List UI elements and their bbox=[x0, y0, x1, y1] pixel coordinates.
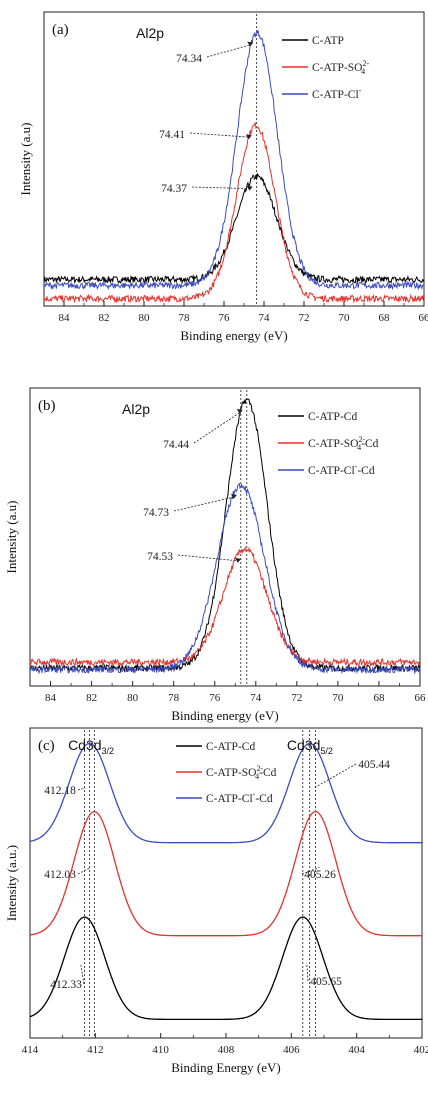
x-tick-label: 74 bbox=[250, 692, 262, 704]
legend-label-3: C-ATP-Cl--Cd bbox=[308, 462, 375, 477]
x-tick-label: 80 bbox=[127, 692, 139, 704]
peak-value-label: 74.44 bbox=[163, 439, 189, 451]
x-tick-label: 410 bbox=[152, 1044, 169, 1056]
panel-title: Al2p bbox=[136, 25, 164, 41]
panel-letter: (c) bbox=[38, 738, 55, 754]
annotation-arrow bbox=[177, 554, 239, 562]
x-tick-label: 72 bbox=[291, 692, 302, 704]
x-tick-label: 72 bbox=[299, 312, 310, 324]
x-tick-label: 84 bbox=[59, 312, 71, 324]
legend-label-1: C-ATP bbox=[312, 35, 344, 47]
x-tick-label: 68 bbox=[379, 312, 391, 324]
series-line-2 bbox=[29, 811, 422, 937]
annotation-arrow bbox=[306, 963, 309, 982]
peak-value-label: 412.03 bbox=[44, 869, 76, 881]
y-axis-label: Intensity (a.u.) bbox=[4, 845, 19, 921]
series-line-2 bbox=[43, 122, 425, 304]
arrow-head bbox=[245, 134, 252, 140]
plot-frame bbox=[43, 11, 425, 307]
x-tick-label: 84 bbox=[45, 692, 57, 704]
series-line-2 bbox=[29, 546, 421, 667]
peak-value-label: 74.53 bbox=[147, 551, 173, 563]
legend-label-2: C-ATP-SO2-4 bbox=[312, 59, 369, 76]
series-line-3 bbox=[29, 742, 422, 844]
legend-label-1: C-ATP-Cd bbox=[206, 741, 255, 753]
panel-2: 84 82 80 78 76 74 72 70 68 66 Binding energy (eV) I… bbox=[4, 387, 427, 723]
annotation-arrow bbox=[301, 867, 320, 875]
y-axis-label: Intensity (a.u) bbox=[18, 123, 33, 196]
x-tick-label: 78 bbox=[179, 312, 191, 324]
peak-value-label: 74.41 bbox=[159, 129, 185, 141]
peak-value-label: 405.44 bbox=[358, 759, 390, 771]
panel-title: Al2p bbox=[122, 401, 150, 417]
x-tick-label: 66 bbox=[419, 312, 428, 324]
x-tick-label: 76 bbox=[219, 312, 231, 324]
annotation-arrow bbox=[80, 963, 85, 985]
legend-label-2: C-ATP-SO2-4-Cd bbox=[308, 435, 379, 452]
y-axis-label: Intensity (a.u) bbox=[4, 501, 19, 574]
arrow-head bbox=[236, 408, 243, 414]
arrow-head bbox=[234, 557, 241, 563]
peak-value-label: 405.26 bbox=[304, 869, 336, 881]
peak-title: Cd3d3/2 bbox=[68, 737, 114, 756]
x-tick-label: 76 bbox=[209, 692, 221, 704]
series-line-1 bbox=[43, 172, 425, 285]
annotation-arrow bbox=[313, 763, 357, 789]
series-line-1 bbox=[29, 916, 422, 1021]
arrow-head bbox=[246, 185, 253, 191]
x-axis-label: Binding Energy (eV) bbox=[171, 1060, 281, 1075]
x-tick-label: 78 bbox=[168, 692, 180, 704]
x-tick-label: 68 bbox=[373, 692, 385, 704]
x-tick-label: 66 bbox=[415, 692, 427, 704]
peak-value-label: 412.33 bbox=[50, 979, 82, 991]
x-tick-label: 408 bbox=[218, 1044, 235, 1056]
x-tick-label: 80 bbox=[139, 312, 151, 324]
plot-frame bbox=[29, 387, 421, 687]
annotation-arrow bbox=[77, 867, 91, 875]
x-axis-label: Binding energy (eV) bbox=[180, 328, 287, 343]
arrow-head bbox=[247, 41, 254, 47]
x-tick-label: 406 bbox=[283, 1044, 300, 1056]
peak-value-label: 405.65 bbox=[310, 976, 342, 988]
annotation-arrow bbox=[77, 787, 86, 791]
peak-value-label: 74.73 bbox=[143, 507, 169, 519]
peak-value-label: 412.18 bbox=[44, 785, 76, 797]
arrow-head bbox=[230, 493, 237, 499]
series-line-3 bbox=[29, 482, 421, 675]
x-tick-label: 70 bbox=[332, 692, 344, 704]
x-tick-label: 404 bbox=[348, 1044, 365, 1056]
legend-label-3: C-ATP-Cl--Cd bbox=[206, 790, 273, 805]
panel-letter: (a) bbox=[52, 22, 69, 38]
x-tick-label: 82 bbox=[86, 692, 97, 704]
panel-3: 414 412 410 408 406 404 402 Binding Energy (eV)… bbox=[4, 727, 428, 1075]
series-line-3 bbox=[43, 29, 425, 291]
x-tick-label: 82 bbox=[99, 312, 110, 324]
legend-label-3: C-ATP-Cl- bbox=[312, 86, 362, 101]
peak-title: Cd3d5/2 bbox=[287, 737, 333, 756]
x-tick-label: 402 bbox=[414, 1044, 428, 1056]
x-axis-label: Binding energy (eV) bbox=[171, 708, 278, 723]
legend-label-2: C-ATP-SO2-4-Cd bbox=[206, 764, 277, 781]
panel-1: 84 82 80 78 76 74 72 70 68 66 Binding energy (eV) I… bbox=[18, 11, 428, 343]
peak-value-label: 74.37 bbox=[161, 183, 187, 195]
x-tick-label: 412 bbox=[87, 1044, 104, 1056]
annotation-arrow bbox=[191, 186, 251, 190]
annotation-arrow bbox=[206, 44, 252, 58]
peak-value-label: 74.34 bbox=[176, 53, 202, 65]
annotation-arrow bbox=[193, 411, 241, 444]
x-tick-label: 70 bbox=[339, 312, 351, 324]
x-tick-label: 414 bbox=[22, 1044, 39, 1056]
panel-letter: (b) bbox=[38, 398, 56, 414]
annotation-arrow bbox=[189, 132, 250, 138]
legend-label-1: C-ATP-Cd bbox=[308, 411, 357, 423]
x-tick-label: 74 bbox=[259, 312, 271, 324]
